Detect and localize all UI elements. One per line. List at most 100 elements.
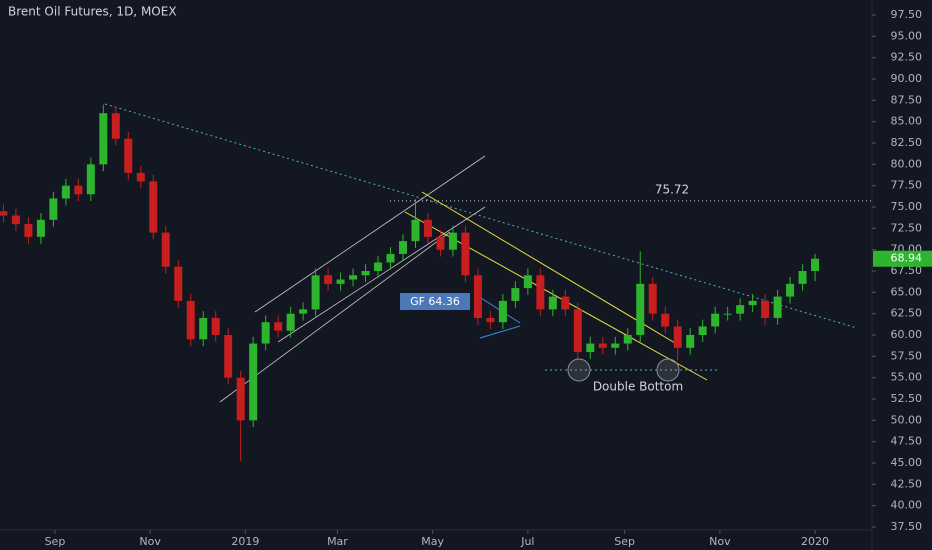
candle-body [661,313,670,327]
candle-body [386,253,395,263]
annotation: Double Bottom [593,380,683,394]
candle-body [411,219,420,242]
x-tick-label: Mar [327,535,348,548]
drawings [104,103,858,403]
candle-body [136,172,145,182]
last-price-label: 68.94 [891,252,923,265]
candle-body [74,185,83,195]
candle-body [486,317,495,323]
y-tick-label: 72.50 [891,221,923,234]
candle-body [99,113,108,165]
candle-body [561,296,570,310]
x-tick-label: Nov [139,535,161,548]
x-tick-label: Sep [45,535,66,548]
candle-body [723,313,732,315]
candle-body [748,300,757,306]
y-tick-label: 65.00 [891,285,923,298]
candle-body [311,275,320,310]
candle-body [511,288,520,301]
level-label: 75.72 [655,182,689,196]
x-tick-label: 2020 [801,535,829,548]
y-tick-label: 82.50 [891,136,923,149]
candle-body [224,335,233,378]
y-tick-label: 60.00 [891,328,923,341]
candle-body [461,232,470,276]
candle-body [498,300,507,323]
y-tick-label: 85.00 [891,115,923,128]
candle-body [324,275,333,284]
candle-body [36,219,45,237]
candle-body [811,258,820,272]
candle-body [186,300,195,340]
candle-body [423,219,432,237]
y-tick-label: 80.00 [891,157,923,170]
candle-body [523,275,532,289]
candle-body [349,275,358,280]
candle-body [261,322,270,344]
candle-body [49,198,58,220]
x-tick-label: Nov [709,535,731,548]
candle-body [211,317,220,336]
candle-body [61,185,70,199]
y-tick-label: 92.50 [891,51,923,64]
chart-title: Brent Oil Futures, 1D, MOEX [8,5,177,19]
candle-body [299,309,308,314]
candle-body [111,113,120,139]
x-tick-label: Sep [614,535,635,548]
candle-body [436,236,445,250]
candle-body [773,296,782,318]
candle-body [548,296,557,310]
candle-body [374,262,383,272]
candle-body [199,317,208,340]
candle-body [274,322,283,331]
candle-body [736,305,745,314]
candle-body [448,232,457,250]
candle-body [711,313,720,327]
y-tick-label: 97.50 [891,8,923,21]
y-tick-label: 90.00 [891,72,923,85]
candle-body [798,271,807,284]
candle-body [361,271,370,276]
candle-body [249,343,258,421]
x-tick-label: Jul [520,535,534,548]
candle-body [0,211,8,216]
y-tick-label: 42.50 [891,477,923,490]
candle-body [473,275,482,318]
candle-body [536,275,545,310]
candle-body [11,215,20,225]
annotation-box [400,293,470,310]
candle-body [636,283,645,336]
candle-body [174,266,183,301]
candle-body [598,343,607,348]
channel-line [219,231,451,403]
candle-body [86,164,95,195]
y-tick-label: 37.50 [891,520,923,533]
candle-body [286,313,295,331]
y-tick-label: 87.50 [891,93,923,106]
candle-body [161,232,170,267]
y-tick-label: 47.50 [891,435,923,448]
x-tick-label: 2019 [231,535,259,548]
y-tick-label: 55.00 [891,371,923,384]
y-tick-label: 57.50 [891,349,923,362]
candle-body [336,279,345,284]
channel-line [277,206,486,343]
last-price-box [873,250,932,267]
candle-body [149,181,158,233]
trendline [104,103,858,329]
candle-body [24,224,33,237]
candle-body [623,335,632,344]
bottom-marker [567,358,591,382]
candle-body [673,326,682,348]
candle-body [686,335,695,348]
y-tick-label: 50.00 [891,413,923,426]
candle-body [786,283,795,297]
y-tick-label: 75.00 [891,200,923,213]
y-tick-label: 67.50 [891,264,923,277]
x-tick-label: May [421,535,444,548]
pattern-line [479,325,521,339]
candle-body [573,309,582,353]
y-tick-label: 52.50 [891,392,923,405]
y-tick-label: 62.50 [891,307,923,320]
